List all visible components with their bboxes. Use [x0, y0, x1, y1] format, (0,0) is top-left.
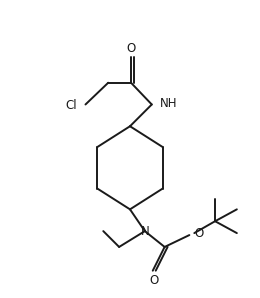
Text: NH: NH — [160, 97, 177, 110]
Text: O: O — [149, 274, 158, 287]
Text: O: O — [194, 226, 204, 240]
Text: O: O — [126, 42, 136, 55]
Text: Cl: Cl — [65, 99, 77, 112]
Text: N: N — [140, 225, 149, 238]
